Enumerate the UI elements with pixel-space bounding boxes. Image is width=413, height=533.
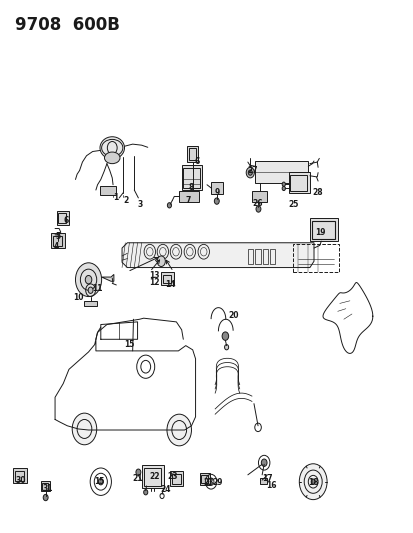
Bar [292, 244, 338, 272]
Ellipse shape [104, 152, 120, 164]
Text: 22: 22 [149, 472, 159, 481]
Circle shape [72, 413, 97, 445]
Text: 6: 6 [194, 157, 199, 166]
Bar [311, 221, 335, 239]
Text: 5: 5 [55, 232, 60, 241]
Circle shape [282, 187, 285, 191]
Ellipse shape [100, 137, 124, 159]
Bar [254, 249, 260, 264]
Bar [259, 478, 267, 484]
Text: 25: 25 [288, 200, 298, 209]
Text: 4: 4 [54, 242, 59, 251]
Circle shape [88, 287, 93, 293]
Text: 15: 15 [94, 477, 104, 486]
Text: 29: 29 [211, 478, 222, 487]
Text: 24: 24 [160, 484, 170, 494]
Text: 6: 6 [63, 216, 68, 225]
Bar [262, 249, 267, 264]
Bar [13, 468, 27, 483]
Bar [252, 191, 267, 202]
Text: 23: 23 [202, 478, 213, 487]
Bar [199, 473, 210, 485]
Circle shape [246, 167, 254, 178]
Polygon shape [101, 274, 114, 281]
Circle shape [135, 469, 140, 475]
Text: 15: 15 [124, 340, 135, 349]
Bar [179, 191, 198, 202]
Circle shape [299, 464, 326, 499]
Circle shape [282, 182, 285, 187]
Bar [58, 213, 66, 223]
Bar [269, 249, 275, 264]
Circle shape [261, 459, 266, 466]
Text: 27: 27 [247, 166, 258, 175]
Circle shape [75, 263, 101, 296]
Bar [288, 172, 309, 192]
Text: 26: 26 [252, 199, 263, 208]
Circle shape [43, 494, 48, 500]
Text: 12: 12 [149, 278, 159, 287]
Bar [51, 233, 65, 248]
Circle shape [311, 479, 314, 484]
Text: 16: 16 [266, 481, 276, 490]
Bar [290, 175, 307, 191]
Bar [144, 468, 161, 486]
Text: 11: 11 [92, 284, 102, 293]
Text: 17: 17 [262, 474, 273, 483]
Bar [162, 275, 171, 284]
Bar [142, 465, 163, 488]
Circle shape [157, 256, 165, 266]
Text: 20: 20 [228, 311, 238, 319]
Text: 14: 14 [165, 280, 176, 289]
Bar [187, 146, 197, 162]
Bar [189, 148, 196, 160]
Bar [14, 471, 24, 481]
Bar [309, 218, 337, 241]
Text: 9: 9 [214, 188, 219, 197]
Text: 1: 1 [113, 193, 118, 203]
Circle shape [224, 344, 228, 350]
Bar [42, 483, 48, 490]
Text: 21: 21 [132, 474, 143, 483]
Circle shape [214, 198, 219, 204]
Bar [161, 272, 173, 286]
Polygon shape [122, 243, 313, 268]
Circle shape [85, 276, 92, 284]
Text: 10: 10 [73, 293, 83, 302]
Text: 30: 30 [16, 475, 26, 484]
Bar [201, 475, 207, 483]
Bar [57, 211, 69, 225]
Bar [171, 474, 180, 484]
Polygon shape [254, 161, 308, 183]
Circle shape [222, 332, 228, 341]
Text: 23: 23 [166, 472, 177, 481]
Text: 7: 7 [185, 196, 190, 205]
Text: 19: 19 [314, 228, 325, 237]
Circle shape [255, 206, 260, 212]
Text: 9708  600B: 9708 600B [15, 16, 120, 34]
Bar [183, 168, 199, 188]
Bar [170, 471, 183, 486]
Text: 3: 3 [137, 200, 142, 209]
Bar [211, 182, 222, 193]
Circle shape [143, 490, 147, 495]
Bar [247, 249, 252, 264]
Bar [181, 165, 202, 190]
Text: 8: 8 [188, 183, 194, 192]
Bar [100, 186, 115, 195]
Circle shape [248, 170, 252, 175]
Text: 13: 13 [149, 271, 159, 280]
Text: 28: 28 [312, 188, 322, 197]
Circle shape [98, 479, 103, 485]
Bar [84, 301, 97, 305]
Text: 2: 2 [123, 196, 128, 205]
Text: 31: 31 [43, 483, 53, 492]
Bar [52, 237, 62, 246]
Bar [41, 481, 50, 491]
Circle shape [166, 414, 191, 446]
Text: 18: 18 [308, 478, 318, 487]
Circle shape [167, 203, 171, 208]
